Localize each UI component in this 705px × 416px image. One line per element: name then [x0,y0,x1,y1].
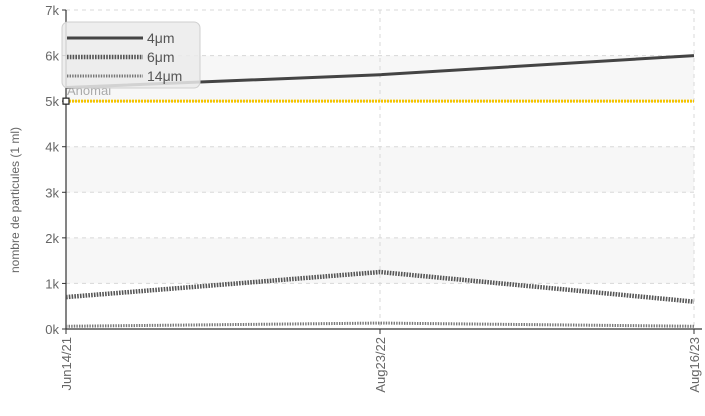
y-tick-label: 3k [45,185,59,200]
x-tick-label: Jun14/21 [59,337,74,391]
legend-label-2[interactable]: 6μm [147,49,175,65]
legend[interactable]: 4μm 6μm 14μm [61,21,201,89]
y-tick-label: 2k [45,231,59,246]
y-tick-label: 5k [45,94,59,109]
x-tick-label: Aug23/22 [373,337,388,393]
series-line-3 [65,321,695,328]
y-axis-label: nombre de particules (1 ml) [8,127,22,273]
y-tick-label: 1k [45,276,59,291]
x-tick-label: Aug16/23 [687,337,702,393]
tick-labels: 0k 1k 2k 3k 4k 5k 6k 7k Jun14/21 Aug23/22 Aug16/23 [45,3,702,393]
y-tick-label: 0k [45,322,59,337]
plot-background-bands [66,55,694,284]
y-tick-label: 4k [45,140,59,155]
plot-band [66,146,694,193]
legend-label-3[interactable]: 14μm [147,68,182,84]
series-line-2 [65,269,695,304]
y-tick-label: 6k [45,49,59,64]
threshold-marker [62,97,70,105]
legend-label-1[interactable]: 4μm [147,30,175,46]
y-tick-label: 7k [45,3,59,18]
